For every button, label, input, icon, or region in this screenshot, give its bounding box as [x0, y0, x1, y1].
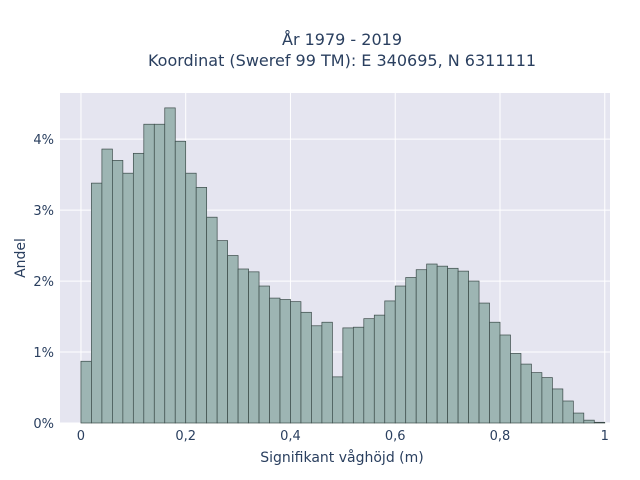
- histogram-bar: [394, 285, 407, 424]
- histogram-bar: [562, 400, 574, 424]
- histogram-bar: [132, 152, 145, 424]
- histogram-bar: [216, 240, 228, 424]
- x-tick-label: 0,2: [175, 429, 196, 444]
- histogram-bar: [80, 360, 92, 424]
- histogram-bar: [227, 255, 239, 424]
- histogram-bar: [499, 334, 511, 424]
- histogram-bar: [415, 269, 428, 424]
- histogram-bar: [300, 311, 312, 424]
- y-tick-label: 3%: [33, 204, 54, 219]
- histogram-bars: [80, 107, 606, 424]
- histogram-bar: [363, 318, 375, 424]
- histogram-bar: [405, 277, 417, 424]
- histogram-bar: [237, 268, 249, 424]
- histogram-bar: [290, 301, 302, 424]
- x-tick-label: 0,4: [280, 429, 301, 444]
- histogram-bar: [520, 363, 532, 424]
- x-tick-label: 1: [601, 429, 609, 444]
- histogram-bar: [352, 326, 365, 424]
- histogram-bar: [143, 123, 155, 424]
- histogram-bar: [531, 372, 543, 424]
- histogram-bar: [583, 419, 595, 424]
- histogram-bar: [510, 353, 522, 424]
- y-axis-title: Andel: [13, 238, 29, 278]
- histogram-bar: [541, 377, 553, 424]
- y-tick-label: 1%: [33, 346, 54, 361]
- x-axis-ticks: 0 0,2 0,4 0,6 0,8 1: [77, 429, 609, 444]
- histogram-bar: [457, 270, 469, 424]
- x-axis-title: Signifikant våghöjd (m): [260, 449, 423, 466]
- x-tick-label: 0,8: [490, 429, 511, 444]
- histogram-bar: [258, 285, 270, 424]
- histogram-bar: [468, 280, 480, 424]
- chart-title-line1: År 1979 - 2019: [282, 30, 402, 49]
- histogram-bar: [269, 297, 281, 424]
- histogram-bar: [342, 327, 354, 424]
- y-axis-ticks: 0% 1% 2% 3% 4%: [33, 133, 54, 432]
- histogram-bar: [552, 388, 564, 424]
- histogram-bar: [153, 123, 166, 424]
- x-tick-label: 0: [77, 429, 85, 444]
- histogram-bar: [248, 271, 260, 424]
- histogram-bar: [478, 302, 490, 424]
- histogram-bar: [164, 107, 176, 424]
- histogram-bar: [593, 421, 606, 424]
- histogram-bar: [206, 216, 218, 424]
- histogram-bar: [185, 172, 197, 424]
- histogram-bar: [447, 267, 459, 424]
- histogram-bar: [311, 325, 323, 424]
- histogram-bar: [112, 160, 124, 424]
- histogram-bar: [436, 265, 448, 424]
- x-tick-label: 0,6: [385, 429, 406, 444]
- histogram-bar: [91, 182, 103, 424]
- histogram-bar: [321, 321, 333, 424]
- histogram-bar: [572, 412, 585, 424]
- y-tick-label: 0%: [33, 417, 54, 432]
- histogram-bar: [384, 300, 396, 424]
- histogram-bar: [122, 172, 134, 424]
- histogram-bar: [101, 148, 113, 424]
- chart-title-line2: Koordinat (Sweref 99 TM): E 340695, N 63…: [148, 51, 536, 70]
- histogram-bar: [489, 321, 501, 424]
- histogram-bar: [373, 314, 386, 424]
- histogram-bar: [332, 376, 344, 424]
- y-tick-label: 2%: [33, 275, 54, 290]
- y-tick-label: 4%: [33, 133, 54, 148]
- histogram-bar: [195, 187, 208, 424]
- histogram-bar: [279, 299, 291, 424]
- histogram-bar: [174, 140, 187, 424]
- histogram-bar: [426, 263, 438, 424]
